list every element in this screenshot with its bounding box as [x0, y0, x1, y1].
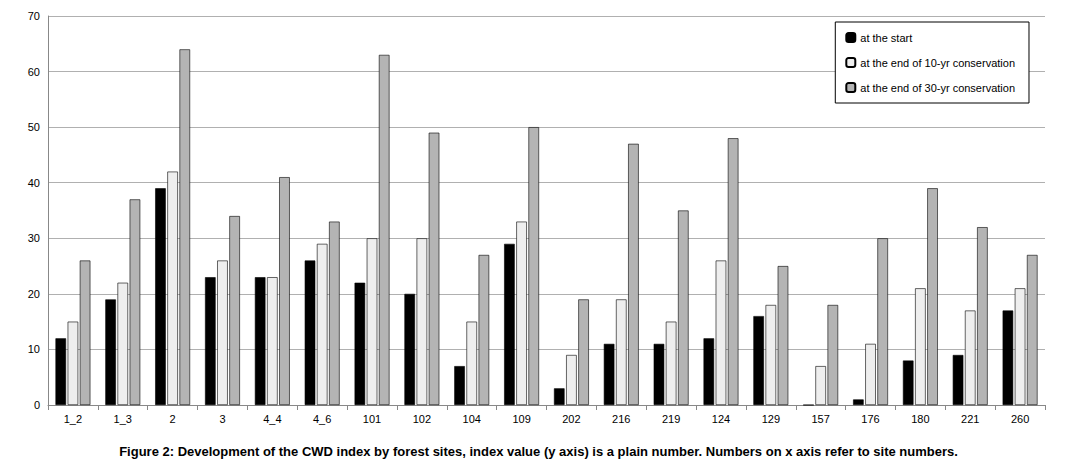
svg-text:104: 104 — [463, 413, 481, 425]
svg-text:219: 219 — [662, 413, 680, 425]
svg-text:at the start: at the start — [860, 32, 912, 44]
svg-text:Development of the CWD index b: Development of the CWD index by forest s… — [174, 444, 958, 459]
svg-text:at the end of 30-yr conservati: at the end of 30-yr conservation — [860, 82, 1015, 94]
svg-text:101: 101 — [363, 413, 381, 425]
svg-text:109: 109 — [512, 413, 530, 425]
svg-text:1_3: 1_3 — [114, 413, 132, 425]
svg-text:216: 216 — [612, 413, 630, 425]
svg-text:0: 0 — [34, 399, 40, 411]
svg-text:4_4: 4_4 — [263, 413, 281, 425]
svg-text:3: 3 — [219, 413, 225, 425]
svg-text:20: 20 — [28, 288, 40, 300]
svg-text:40: 40 — [28, 177, 40, 189]
svg-text:124: 124 — [712, 413, 730, 425]
svg-text:129: 129 — [762, 413, 780, 425]
svg-text:1_2: 1_2 — [64, 413, 82, 425]
svg-text:4_6: 4_6 — [313, 413, 331, 425]
svg-text:10: 10 — [28, 343, 40, 355]
svg-text:50: 50 — [28, 121, 40, 133]
svg-text:176: 176 — [861, 413, 879, 425]
svg-text:180: 180 — [911, 413, 929, 425]
svg-text:202: 202 — [562, 413, 580, 425]
svg-text:102: 102 — [413, 413, 431, 425]
svg-text:70: 70 — [28, 10, 40, 22]
svg-text:at the end of 10-yr conservati: at the end of 10-yr conservation — [860, 57, 1015, 69]
svg-text:Figure 2:: Figure 2: — [119, 444, 174, 459]
svg-text:221: 221 — [961, 413, 979, 425]
svg-text:157: 157 — [811, 413, 829, 425]
svg-text:30: 30 — [28, 232, 40, 244]
svg-text:60: 60 — [28, 66, 40, 78]
svg-text:2: 2 — [170, 413, 176, 425]
svg-text:260: 260 — [1011, 413, 1029, 425]
